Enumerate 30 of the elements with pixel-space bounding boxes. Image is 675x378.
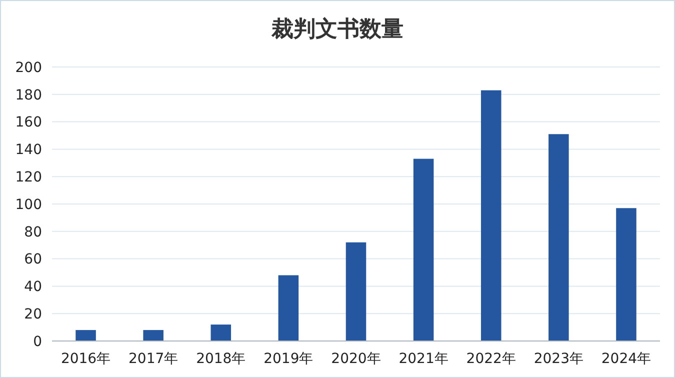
x-tick-label: 2020年 [331, 351, 381, 367]
x-tick-label: 2023年 [534, 351, 584, 367]
x-tick-label: 2024年 [601, 351, 652, 367]
bar [278, 275, 299, 341]
x-tick-label: 2016年 [60, 351, 111, 367]
y-tick-label: 120 [15, 170, 42, 186]
bar [346, 242, 366, 341]
x-tick-label: 2022年 [466, 351, 516, 367]
x-tick-label: 2018年 [196, 351, 246, 367]
bar [616, 208, 636, 341]
y-tick-label: 140 [15, 142, 42, 158]
y-tick-label: 40 [24, 279, 42, 296]
y-tick-label: 180 [15, 87, 42, 104]
y-tick-label: 60 [24, 252, 42, 268]
x-tick-label: 2019年 [264, 351, 314, 367]
bar [210, 324, 232, 341]
chart-title: 裁判文书数量 [270, 16, 404, 42]
x-tick-label: 2017年 [128, 351, 178, 367]
y-tick-label: 0 [33, 334, 42, 350]
y-tick-label: 200 [15, 60, 42, 76]
y-tick-label: 80 [24, 224, 42, 240]
y-tick-label: 20 [24, 306, 42, 322]
bar [143, 330, 164, 341]
bar [548, 134, 569, 341]
x-tick-label: 2021年 [398, 351, 448, 367]
bar [480, 90, 502, 341]
bar [413, 158, 434, 341]
bar [76, 330, 96, 341]
y-tick-label: 160 [15, 114, 42, 131]
y-tick-label: 100 [15, 196, 42, 213]
